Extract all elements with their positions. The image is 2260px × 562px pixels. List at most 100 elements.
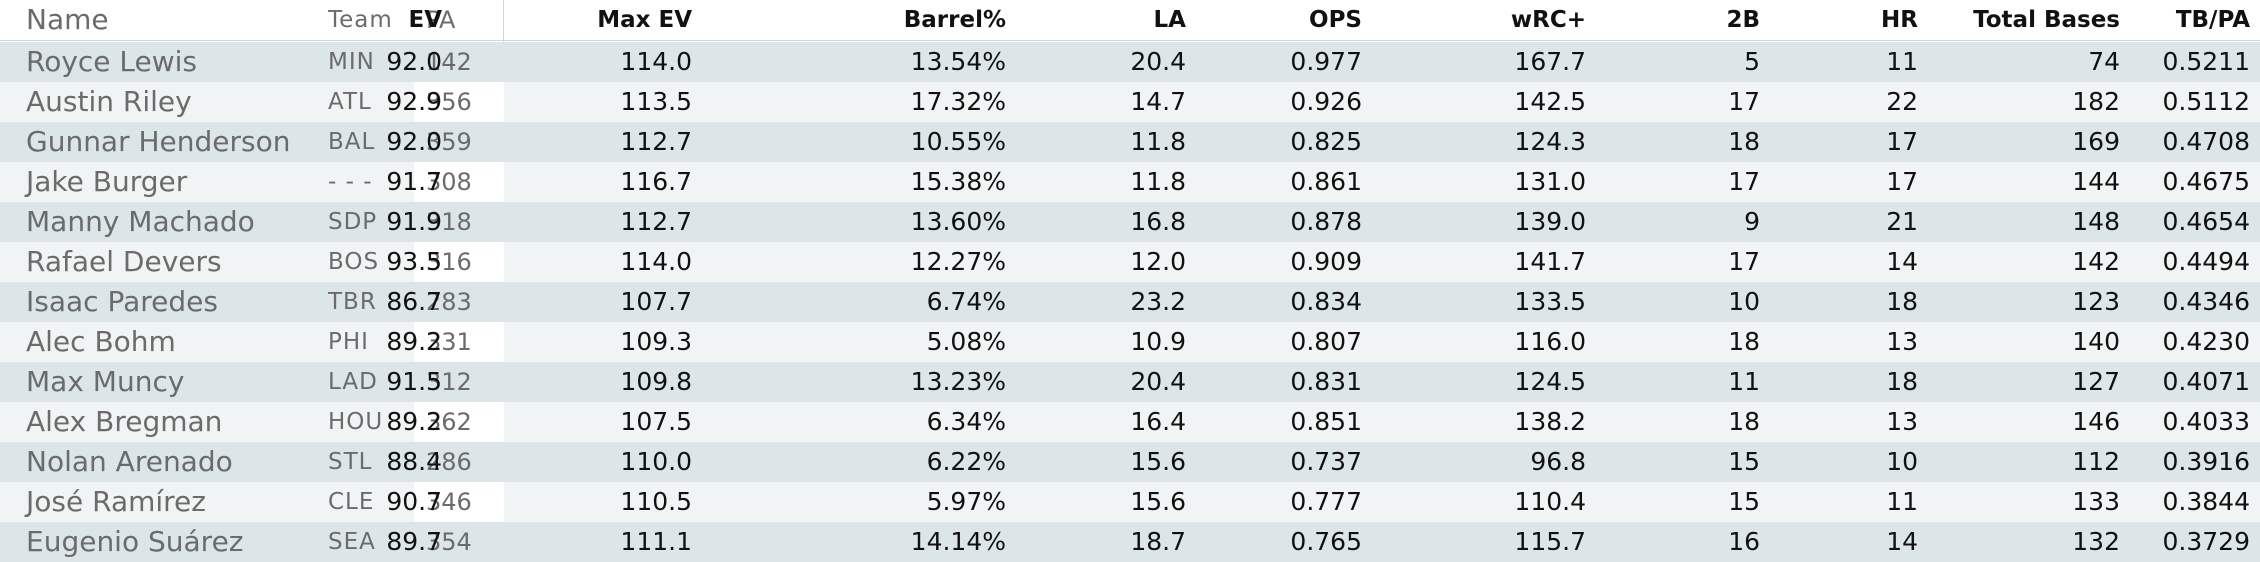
column-header-doubles: 2B: [1726, 7, 1760, 33]
cell-barrel-pct: 6.34%: [926, 407, 1006, 436]
cell-wrc-plus: 110.4: [1514, 487, 1586, 516]
cell-max-ev: 107.7: [620, 287, 692, 316]
cell-max-ev: 116.7: [620, 167, 692, 196]
cell-max-ev: 114.0: [620, 47, 692, 76]
column-header-pa: PA: [426, 6, 456, 34]
cell-total-bases: 74: [2088, 47, 2120, 76]
cell-hr: 10: [1886, 447, 1918, 476]
column-header-tb-per-pa: TB/PA: [2175, 7, 2250, 33]
cell-doubles: 16: [1728, 527, 1760, 556]
cell-ops: 0.825: [1290, 127, 1362, 156]
cell-pa: 356: [414, 82, 504, 122]
cell-la: 10.9: [1130, 327, 1186, 356]
cell-barrel-pct: 15.38%: [910, 167, 1006, 196]
cell-team: BAL: [328, 129, 376, 155]
cell-hr: 17: [1886, 167, 1918, 196]
cell-name: Austin Riley: [26, 85, 192, 118]
cell-name: Alex Bregman: [26, 405, 223, 438]
cell-barrel-pct: 14.14%: [910, 527, 1006, 556]
column-header-hr: HR: [1881, 7, 1918, 33]
cell-max-ev: 109.3: [620, 327, 692, 356]
cell-ev: 91.7: [386, 167, 442, 196]
cell-name: Max Muncy: [26, 365, 185, 398]
cell-barrel-pct: 13.23%: [910, 367, 1006, 396]
cell-wrc-plus: 116.0: [1514, 327, 1586, 356]
column-header-ops: OPS: [1309, 7, 1362, 33]
cell-ops: 0.807: [1290, 327, 1362, 356]
cell-team: - - -: [328, 169, 373, 195]
cell-total-bases: 112: [2072, 447, 2120, 476]
cell-hr: 17: [1886, 127, 1918, 156]
cell-pa: 142: [414, 42, 504, 82]
cell-team: ATL: [328, 89, 372, 115]
cell-doubles: 15: [1728, 447, 1760, 476]
cell-barrel-pct: 5.97%: [926, 487, 1006, 516]
cell-total-bases: 133: [2072, 487, 2120, 516]
cell-tb-per-pa: 0.5112: [2162, 87, 2250, 116]
cell-total-bases: 123: [2072, 287, 2120, 316]
cell-wrc-plus: 141.7: [1514, 247, 1586, 276]
cell-hr: 18: [1886, 287, 1918, 316]
cell-team: MIN: [328, 49, 375, 75]
cell-name: Royce Lewis: [26, 45, 198, 78]
column-header-barrel-pct: Barrel%: [903, 7, 1006, 33]
cell-name: Gunnar Henderson: [26, 125, 291, 158]
cell-ops: 0.834: [1290, 287, 1362, 316]
cell-max-ev: 114.0: [620, 247, 692, 276]
column-header-la: LA: [1153, 7, 1186, 33]
column-header-ev: EV: [408, 7, 442, 33]
table-row: Alec Bohm PHI 331 89.2 109.3 5.08% 10.9 0.807 11…: [0, 322, 2260, 362]
cell-doubles: 17: [1728, 247, 1760, 276]
cell-total-bases: 144: [2072, 167, 2120, 196]
cell-pa: 354: [414, 522, 504, 562]
cell-ev: 89.7: [386, 527, 442, 556]
cell-ops: 0.851: [1290, 407, 1362, 436]
cell-ops: 0.926: [1290, 87, 1362, 116]
cell-pa: 318: [414, 202, 504, 242]
cell-ops: 0.765: [1290, 527, 1362, 556]
cell-name: Eugenio Suárez: [26, 525, 244, 558]
cell-barrel-pct: 13.54%: [910, 47, 1006, 76]
cell-tb-per-pa: 0.4071: [2162, 367, 2250, 396]
column-header-name: Name: [26, 3, 109, 36]
cell-ev: 91.9: [386, 207, 442, 236]
cell-tb-per-pa: 0.4708: [2162, 127, 2250, 156]
cell-max-ev: 113.5: [620, 87, 692, 116]
cell-name: Jake Burger: [26, 165, 188, 198]
cell-team: BOS: [328, 249, 380, 275]
cell-name: Isaac Paredes: [26, 285, 218, 318]
cell-tb-per-pa: 0.4230: [2162, 327, 2250, 356]
cell-wrc-plus: 131.0: [1514, 167, 1586, 196]
cell-team: PHI: [328, 329, 369, 355]
cell-total-bases: 142: [2072, 247, 2120, 276]
cell-pa: 331: [414, 322, 504, 362]
cell-barrel-pct: 13.60%: [910, 207, 1006, 236]
cell-barrel-pct: 12.27%: [910, 247, 1006, 276]
cell-la: 16.4: [1130, 407, 1186, 436]
column-header-wrc-plus: wRC+: [1510, 7, 1586, 33]
cell-pa: 346: [414, 482, 504, 522]
cell-hr: 13: [1886, 407, 1918, 436]
cell-tb-per-pa: 0.4494: [2162, 247, 2250, 276]
cell-total-bases: 127: [2072, 367, 2120, 396]
cell-tb-per-pa: 0.4033: [2162, 407, 2250, 436]
cell-la: 23.2: [1130, 287, 1186, 316]
cell-max-ev: 111.1: [620, 527, 692, 556]
cell-tb-per-pa: 0.4675: [2162, 167, 2250, 196]
cell-tb-per-pa: 0.4346: [2162, 287, 2250, 316]
cell-doubles: 17: [1728, 167, 1760, 196]
cell-doubles: 18: [1728, 327, 1760, 356]
column-header-max-ev: Max EV: [597, 7, 692, 33]
cell-pa: 312: [414, 362, 504, 402]
cell-tb-per-pa: 0.5211: [2162, 47, 2250, 76]
cell-wrc-plus: 96.8: [1530, 447, 1586, 476]
cell-la: 15.6: [1130, 447, 1186, 476]
cell-total-bases: 148: [2072, 207, 2120, 236]
cell-hr: 14: [1886, 247, 1918, 276]
cell-pa: 286: [414, 442, 504, 482]
cell-la: 14.7: [1130, 87, 1186, 116]
cell-total-bases: 146: [2072, 407, 2120, 436]
cell-team: SDP: [328, 209, 378, 235]
cell-ops: 0.909: [1290, 247, 1362, 276]
cell-wrc-plus: 115.7: [1514, 527, 1586, 556]
